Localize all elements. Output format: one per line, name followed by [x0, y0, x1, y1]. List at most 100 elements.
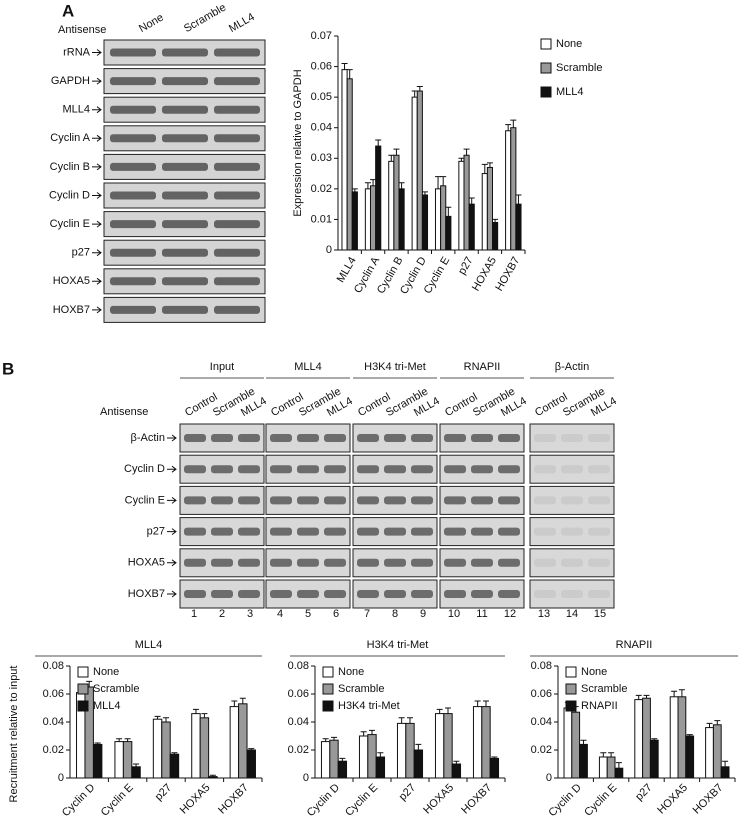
blot-band: [357, 465, 379, 474]
error-bar: [580, 739, 587, 745]
blot-band: [162, 305, 208, 314]
y-tick-label: 0.06: [531, 688, 552, 700]
blot-band: [211, 527, 233, 536]
legend-label: MLL4: [556, 86, 584, 98]
lane-number: 9: [420, 608, 426, 620]
bar: [505, 130, 512, 251]
blot-band: [110, 277, 156, 286]
blot-strip: [529, 517, 615, 547]
arrow: [92, 163, 102, 171]
legend-swatch: [540, 38, 552, 50]
bar: [393, 154, 400, 251]
bar: [358, 735, 369, 779]
bar: [472, 706, 483, 779]
legend-swatch: [77, 666, 89, 678]
error-bar: [678, 689, 685, 697]
bar: [208, 776, 218, 779]
blot-band: [238, 558, 260, 567]
blot-band: [297, 527, 319, 536]
legend-swatch: [540, 62, 552, 74]
blot-band: [162, 77, 208, 86]
lane-number: 6: [333, 608, 339, 620]
y-tick-label: 0.02: [43, 744, 64, 756]
lane-number: 3: [247, 608, 253, 620]
blot-band: [270, 527, 292, 536]
chart-title: RNAPII: [616, 639, 653, 651]
x-tick-label: HOXA5: [655, 782, 690, 817]
bar: [468, 203, 475, 251]
blot-band: [324, 558, 346, 567]
error-bar: [481, 163, 488, 174]
blot-band: [588, 590, 610, 598]
bar: [492, 221, 499, 251]
bar: [677, 696, 687, 779]
blot-band: [444, 465, 466, 474]
blot-band: [534, 465, 556, 474]
error-bar: [351, 188, 358, 192]
blot-strip: [529, 548, 615, 578]
blot-band: [534, 558, 556, 567]
error-bar: [463, 148, 470, 156]
error-bar: [398, 717, 405, 724]
row-label: Cyclin E: [50, 218, 90, 230]
error-bar: [360, 731, 367, 736]
error-bar: [331, 736, 337, 741]
error-bar: [445, 206, 452, 217]
row-label: GAPDH: [51, 75, 90, 87]
legend-label: H3K4 tri-Met: [338, 700, 400, 712]
error-bar: [192, 708, 199, 714]
blot-band: [561, 434, 583, 442]
bar: [413, 749, 424, 779]
error-bar: [388, 154, 395, 162]
error-bar: [163, 717, 169, 722]
arrow: [92, 134, 102, 142]
blot-band: [498, 590, 520, 598]
bar: [515, 203, 522, 251]
y-tick-label: 0.02: [531, 744, 552, 756]
legend-swatch: [77, 700, 89, 712]
bar: [346, 78, 353, 251]
blot-band: [534, 527, 556, 536]
legend-label: Scramble: [93, 683, 139, 695]
legend-swatch: [565, 683, 577, 695]
legend-swatch: [77, 683, 89, 695]
panel-label: B: [2, 359, 14, 378]
error-bar: [453, 760, 460, 764]
x-tick-label: Cyclin E: [582, 782, 619, 819]
arrow: [167, 590, 177, 598]
blot-band: [214, 77, 260, 86]
x-tick-label: HOXB7: [691, 782, 726, 817]
error-bar: [375, 139, 382, 147]
bar: [375, 756, 386, 779]
blot-band: [498, 496, 520, 505]
blot-band: [384, 558, 406, 567]
x-tick-label: Cyclin D: [546, 782, 583, 819]
blot-band: [211, 590, 233, 598]
bar: [649, 739, 659, 779]
error-bar: [124, 738, 131, 742]
x-tick-label: HOXA5: [178, 782, 213, 817]
blot-band: [471, 590, 493, 598]
error-bar: [722, 760, 729, 767]
lane-number: 10: [448, 608, 460, 620]
error-bar: [492, 218, 499, 223]
blot-band: [588, 465, 610, 474]
legend-label: RNAPII: [581, 700, 618, 712]
bar: [169, 753, 180, 779]
blot-band: [110, 220, 156, 229]
error-bar: [600, 752, 607, 757]
error-bar: [445, 707, 451, 714]
blot-band: [211, 496, 233, 505]
y-tick-label: 0.02: [311, 183, 332, 195]
y-axis-label: Recruitment relative to input: [8, 666, 20, 803]
blot-band: [184, 496, 206, 505]
blot-band: [297, 496, 319, 505]
blot-band: [357, 434, 379, 442]
bar: [341, 69, 348, 251]
blot-band: [498, 434, 520, 442]
error-bar: [635, 694, 642, 700]
arrow: [92, 306, 102, 314]
bar: [388, 160, 395, 251]
bar: [598, 756, 608, 779]
legend-swatch: [322, 700, 334, 712]
